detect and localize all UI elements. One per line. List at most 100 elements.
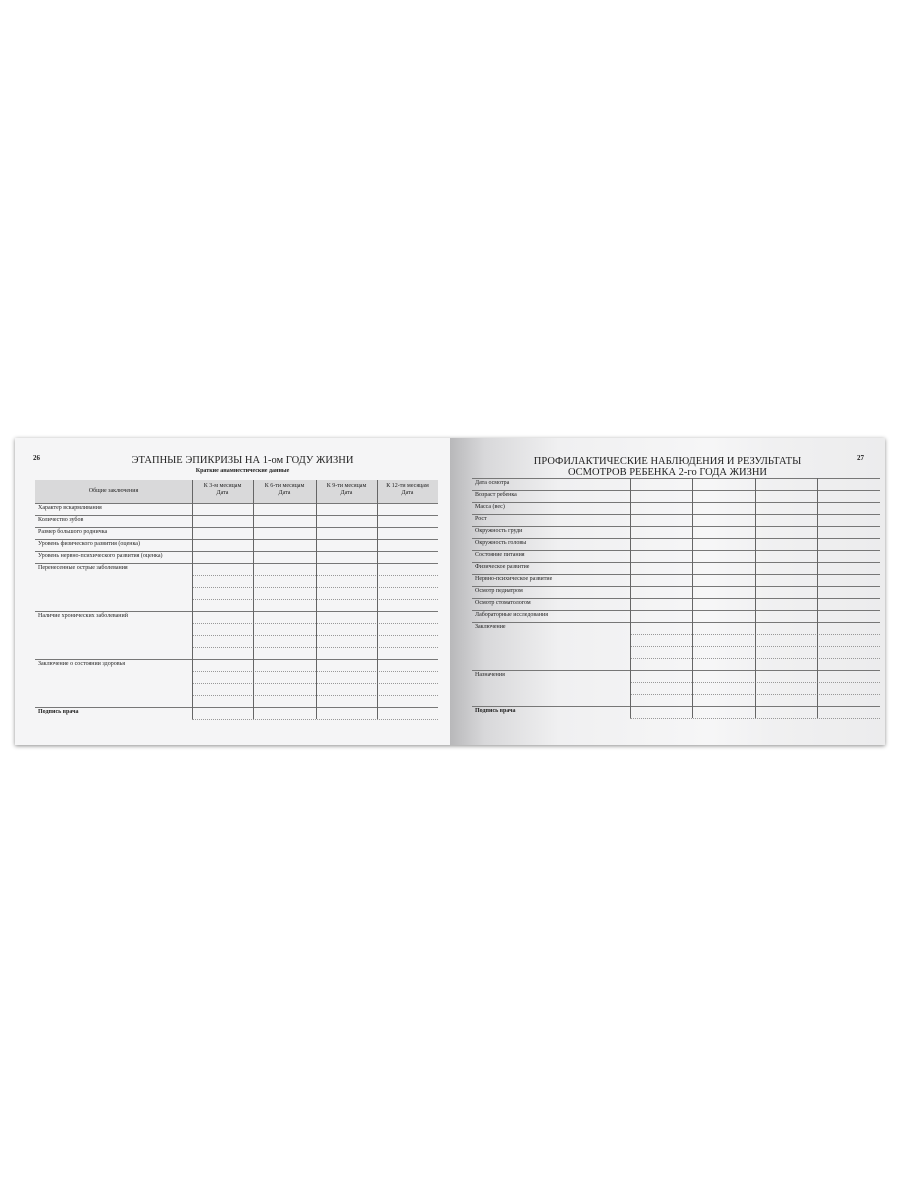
entry-cell[interactable] bbox=[253, 515, 316, 527]
entry-cell[interactable] bbox=[316, 515, 377, 527]
entry-cell[interactable] bbox=[817, 706, 880, 718]
entry-cell[interactable] bbox=[630, 598, 692, 610]
entry-cell[interactable] bbox=[755, 706, 817, 718]
entry-cell[interactable] bbox=[377, 563, 438, 611]
entry-cell[interactable] bbox=[692, 598, 755, 610]
entry-cell[interactable] bbox=[377, 515, 438, 527]
entry-cell[interactable] bbox=[316, 527, 377, 539]
entry-cell[interactable] bbox=[692, 514, 755, 526]
entry-cell[interactable] bbox=[630, 610, 692, 622]
entry-cell[interactable] bbox=[692, 490, 755, 502]
entry-cell[interactable] bbox=[817, 526, 880, 538]
entry-cell[interactable] bbox=[817, 610, 880, 622]
entry-cell[interactable] bbox=[316, 659, 377, 707]
entry-cell[interactable] bbox=[377, 659, 438, 707]
entry-cell[interactable] bbox=[630, 586, 692, 598]
entry-cell[interactable] bbox=[192, 515, 253, 527]
entry-cell[interactable] bbox=[817, 622, 880, 670]
entry-cell[interactable] bbox=[192, 551, 253, 563]
entry-cell[interactable] bbox=[253, 611, 316, 659]
entry-cell[interactable] bbox=[755, 550, 817, 562]
entry-cell[interactable] bbox=[377, 551, 438, 563]
entry-cell[interactable] bbox=[192, 659, 253, 707]
entry-cell[interactable] bbox=[316, 611, 377, 659]
entry-cell[interactable] bbox=[692, 670, 755, 706]
entry-cell[interactable] bbox=[755, 598, 817, 610]
entry-cell[interactable] bbox=[253, 659, 316, 707]
entry-cell[interactable] bbox=[630, 622, 692, 670]
entry-cell[interactable] bbox=[630, 490, 692, 502]
entry-cell[interactable] bbox=[692, 550, 755, 562]
entry-cell[interactable] bbox=[692, 574, 755, 586]
entry-cell[interactable] bbox=[755, 586, 817, 598]
row-divider bbox=[472, 478, 880, 479]
entry-cell[interactable] bbox=[316, 539, 377, 551]
entry-cell[interactable] bbox=[630, 706, 692, 718]
entry-cell[interactable] bbox=[253, 503, 316, 515]
entry-cell[interactable] bbox=[192, 707, 253, 719]
entry-cell[interactable] bbox=[755, 502, 817, 514]
entry-cell[interactable] bbox=[817, 574, 880, 586]
entry-cell[interactable] bbox=[817, 490, 880, 502]
entry-cell[interactable] bbox=[692, 622, 755, 670]
entry-cell[interactable] bbox=[755, 622, 817, 670]
entry-cell[interactable] bbox=[192, 503, 253, 515]
entry-cell[interactable] bbox=[692, 706, 755, 718]
entry-cell[interactable] bbox=[755, 538, 817, 550]
entry-cell[interactable] bbox=[755, 478, 817, 490]
entry-cell[interactable] bbox=[316, 503, 377, 515]
entry-cell[interactable] bbox=[755, 514, 817, 526]
entry-cell[interactable] bbox=[755, 610, 817, 622]
entry-cell[interactable] bbox=[192, 611, 253, 659]
entry-cell[interactable] bbox=[817, 550, 880, 562]
entry-cell[interactable] bbox=[692, 526, 755, 538]
entry-cell[interactable] bbox=[817, 670, 880, 706]
entry-cell[interactable] bbox=[630, 550, 692, 562]
entry-cell[interactable] bbox=[630, 478, 692, 490]
entry-cell[interactable] bbox=[692, 538, 755, 550]
entry-cell[interactable] bbox=[253, 539, 316, 551]
entry-cell[interactable] bbox=[377, 503, 438, 515]
entry-cell[interactable] bbox=[630, 574, 692, 586]
entry-cell[interactable] bbox=[630, 562, 692, 574]
entry-cell[interactable] bbox=[817, 502, 880, 514]
entry-cell[interactable] bbox=[316, 707, 377, 719]
entry-cell[interactable] bbox=[253, 707, 316, 719]
entry-cell[interactable] bbox=[316, 563, 377, 611]
entry-cell[interactable] bbox=[817, 598, 880, 610]
entry-cell[interactable] bbox=[253, 527, 316, 539]
entry-cell[interactable] bbox=[755, 562, 817, 574]
entry-cell[interactable] bbox=[755, 670, 817, 706]
entry-cell[interactable] bbox=[755, 574, 817, 586]
entry-cell[interactable] bbox=[253, 551, 316, 563]
row-divider bbox=[472, 514, 880, 515]
row-divider bbox=[35, 659, 438, 660]
entry-cell[interactable] bbox=[253, 563, 316, 611]
entry-cell[interactable] bbox=[817, 538, 880, 550]
entry-cell[interactable] bbox=[630, 514, 692, 526]
entry-cell[interactable] bbox=[817, 562, 880, 574]
entry-cell[interactable] bbox=[192, 539, 253, 551]
entry-cell[interactable] bbox=[692, 502, 755, 514]
entry-cell[interactable] bbox=[692, 562, 755, 574]
entry-cell[interactable] bbox=[192, 527, 253, 539]
entry-cell[interactable] bbox=[692, 478, 755, 490]
entry-cell[interactable] bbox=[630, 538, 692, 550]
entry-cell[interactable] bbox=[755, 490, 817, 502]
entry-cell[interactable] bbox=[316, 551, 377, 563]
entry-cell[interactable] bbox=[192, 563, 253, 611]
entry-cell[interactable] bbox=[377, 611, 438, 659]
entry-cell[interactable] bbox=[630, 502, 692, 514]
entry-cell[interactable] bbox=[817, 586, 880, 598]
entry-cell[interactable] bbox=[817, 478, 880, 490]
row-label: Заключение о состоянии здоровья bbox=[38, 661, 126, 667]
entry-cell[interactable] bbox=[377, 707, 438, 719]
entry-cell[interactable] bbox=[755, 526, 817, 538]
entry-cell[interactable] bbox=[692, 610, 755, 622]
entry-cell[interactable] bbox=[630, 670, 692, 706]
entry-cell[interactable] bbox=[692, 586, 755, 598]
entry-cell[interactable] bbox=[630, 526, 692, 538]
entry-cell[interactable] bbox=[377, 539, 438, 551]
entry-cell[interactable] bbox=[377, 527, 438, 539]
entry-cell[interactable] bbox=[817, 514, 880, 526]
